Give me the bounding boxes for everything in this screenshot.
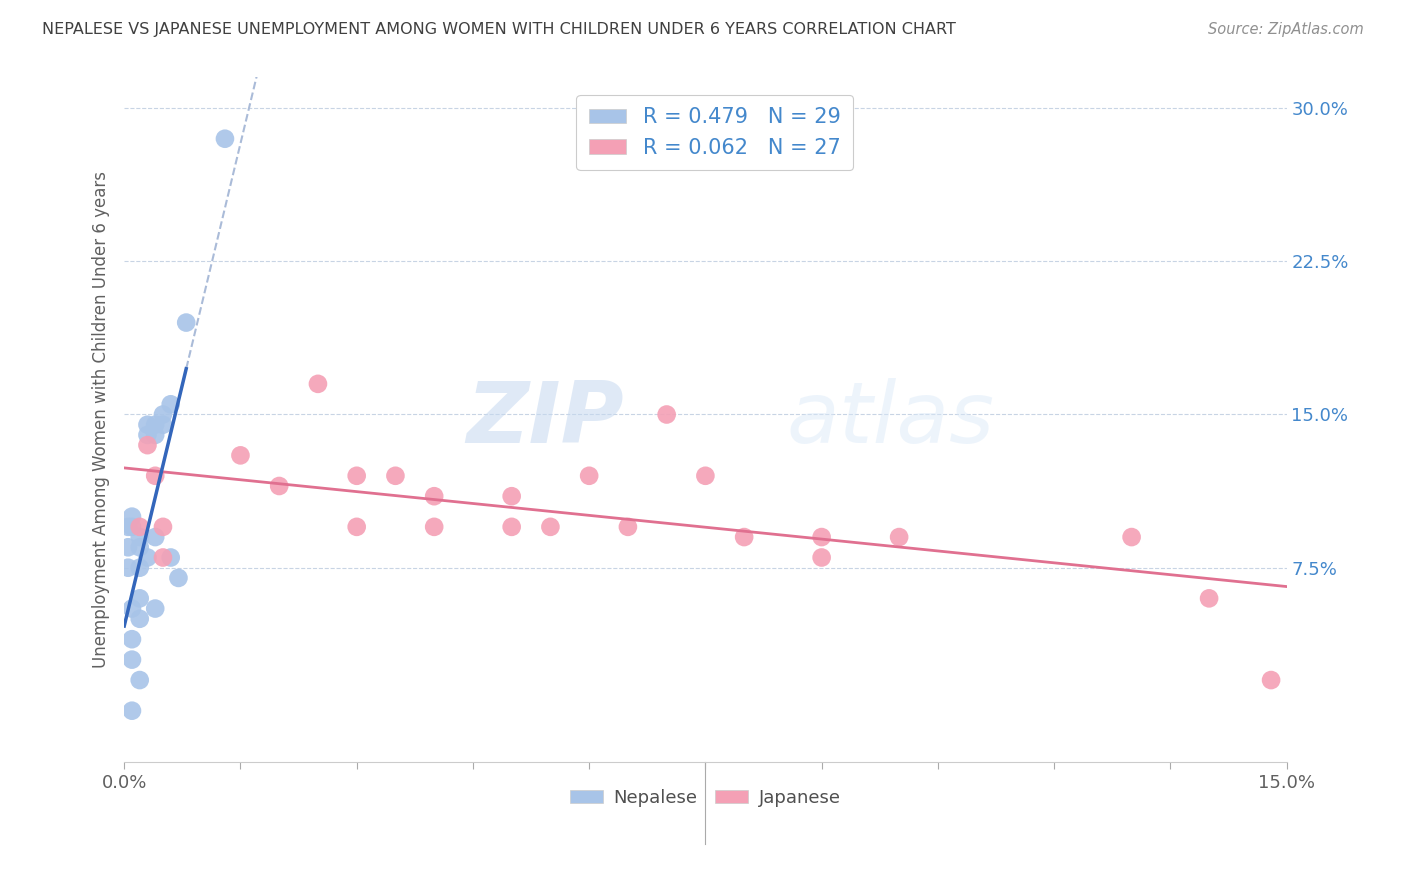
Point [143, 601, 166, 615]
Text: atlas: atlas [787, 378, 995, 461]
Point [1121, 530, 1143, 544]
Point [1260, 673, 1282, 687]
Point [143, 428, 166, 442]
Point [117, 560, 139, 574]
Point [136, 550, 159, 565]
Point [887, 530, 910, 544]
Point [159, 550, 181, 565]
Point [174, 316, 197, 330]
Point [121, 520, 143, 534]
Point [810, 530, 832, 544]
Point [128, 673, 150, 687]
Point [117, 520, 139, 534]
Point [346, 468, 368, 483]
Point [128, 530, 150, 544]
Legend: Nepalese, Japanese: Nepalese, Japanese [562, 782, 848, 814]
Point [128, 612, 150, 626]
Point [152, 550, 174, 565]
Point [152, 417, 174, 432]
Point [269, 479, 291, 493]
Point [136, 417, 159, 432]
Point [229, 448, 252, 462]
Point [214, 132, 236, 146]
Point [423, 489, 446, 503]
Point [307, 376, 329, 391]
Point [384, 468, 406, 483]
Point [117, 541, 139, 555]
Point [1198, 591, 1220, 606]
Text: ZIP: ZIP [467, 378, 624, 461]
Point [501, 489, 523, 503]
Point [121, 509, 143, 524]
Point [346, 520, 368, 534]
Point [128, 541, 150, 555]
Point [695, 468, 717, 483]
Point [121, 632, 143, 647]
Point [121, 704, 143, 718]
Point [538, 520, 561, 534]
Point [152, 408, 174, 422]
Point [655, 408, 678, 422]
Point [159, 397, 181, 411]
Point [152, 520, 174, 534]
Point [128, 560, 150, 574]
Point [136, 438, 159, 452]
Point [423, 520, 446, 534]
Point [128, 591, 150, 606]
Point [121, 652, 143, 666]
Point [143, 417, 166, 432]
Point [501, 520, 523, 534]
Text: NEPALESE VS JAPANESE UNEMPLOYMENT AMONG WOMEN WITH CHILDREN UNDER 6 YEARS CORREL: NEPALESE VS JAPANESE UNEMPLOYMENT AMONG … [42, 22, 956, 37]
Point [136, 428, 159, 442]
Point [617, 520, 640, 534]
Text: Source: ZipAtlas.com: Source: ZipAtlas.com [1208, 22, 1364, 37]
Point [143, 530, 166, 544]
Point [578, 468, 600, 483]
Point [733, 530, 755, 544]
Point [143, 468, 166, 483]
Point [167, 571, 190, 585]
Point [810, 550, 832, 565]
Y-axis label: Unemployment Among Women with Children Under 6 years: Unemployment Among Women with Children U… [93, 171, 110, 668]
Point [121, 601, 143, 615]
Point [128, 520, 150, 534]
